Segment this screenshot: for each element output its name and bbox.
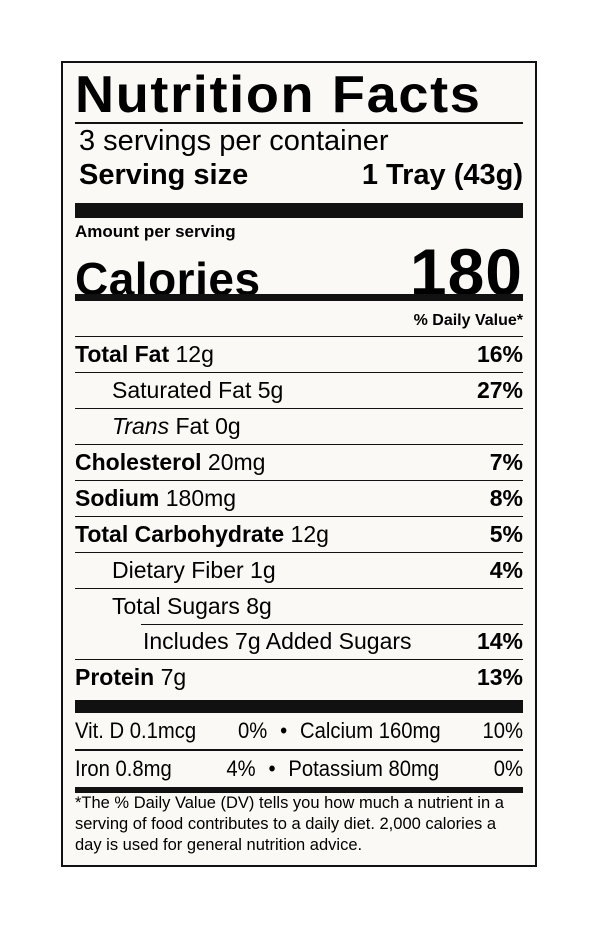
vitamin-name: Potassium 80mg <box>288 755 440 781</box>
vitamins-minerals: Vit. D 0.1mcg 0% • Calcium 160mg 10% Iro… <box>75 713 523 787</box>
nutrient-dv: 5% <box>489 521 523 547</box>
nutrient-name: Total Sugars <box>112 593 240 619</box>
divider-medium <box>75 294 523 301</box>
label-title: Nutrition Facts <box>75 66 482 124</box>
nutrient-row-total-fat: Total Fat 12g 16% <box>75 336 523 372</box>
divider-thin <box>75 122 523 124</box>
divider-thick <box>75 203 523 218</box>
nutrient-row-total-sugars: Total Sugars 8g <box>75 588 523 624</box>
nutrient-dv: 27% <box>476 377 523 403</box>
vitamin-name: Vit. D 0.1mcg <box>75 718 197 743</box>
divider-thin <box>75 749 523 751</box>
nutrient-amount: 20mg <box>207 449 266 475</box>
divider-thick <box>75 700 523 713</box>
nutrient-amount: 7g <box>160 664 187 690</box>
vitamin-dv: 0% <box>493 755 523 781</box>
nutrient-list: Total Fat 12g 16% Saturated Fat 5g 27% Tra… <box>75 336 523 695</box>
vitamin-name: Iron 0.8mg <box>75 755 172 781</box>
nutrient-row-trans-fat: Trans Fat 0g <box>75 408 523 444</box>
daily-value-header: % Daily Value* <box>413 312 523 329</box>
servings-per-container: 3 servings per container <box>79 125 389 157</box>
nutrient-amount: 0g <box>215 413 241 439</box>
amount-per-serving: Amount per serving <box>75 222 236 241</box>
serving-size-label: Serving size <box>79 159 249 191</box>
nutrient-dv: 8% <box>489 485 523 511</box>
nutrient-dv: 7% <box>489 449 523 475</box>
footnote: *The % Daily Value (DV) tells you how mu… <box>75 794 504 854</box>
serving-size: Serving size 1 Tray (43g) <box>79 159 523 192</box>
nutrient-row-sodium: Sodium 180mg 8% <box>75 480 523 516</box>
nutrient-amount: 8g <box>246 593 272 619</box>
nutrient-dv: 4% <box>489 557 523 583</box>
nutrient-name: Total Carbohydrate <box>75 521 285 547</box>
serving-size-value: 1 Tray (43g) <box>361 159 523 191</box>
nutrient-row-total-carbohydrate: Total Carbohydrate 12g 5% <box>75 516 523 552</box>
nutrient-dv: 16% <box>476 341 523 367</box>
bullet-separator: • <box>268 755 276 781</box>
nutrient-row-dietary-fiber: Dietary Fiber 1g 4% <box>75 552 523 588</box>
nutrient-dv: 13% <box>476 664 523 690</box>
vitamin-dv: 4% <box>226 755 256 781</box>
vitamin-dv: 0% <box>237 718 268 743</box>
nutrient-name: Includes 7g Added Sugars <box>143 628 412 654</box>
nutrient-row-saturated-fat: Saturated Fat 5g 27% <box>75 372 523 408</box>
nutrient-dv: 14% <box>476 628 523 654</box>
nutrient-name: Sodium <box>75 485 160 511</box>
nutrient-amount: 12g <box>290 521 329 547</box>
vitamin-row: Vit. D 0.1mcg 0% • Calcium 160mg 10% <box>75 713 523 749</box>
vitamin-dv: 10% <box>482 718 523 743</box>
nutrient-amount: 12g <box>175 341 214 367</box>
bullet-separator: • <box>280 718 288 743</box>
divider-medium <box>75 787 523 793</box>
nutrient-amount: 1g <box>250 557 276 583</box>
vitamin-name: Calcium 160mg <box>300 718 441 743</box>
nutrient-amount: 5g <box>257 377 284 403</box>
nutrient-row-cholesterol: Cholesterol 20mg 7% <box>75 444 523 480</box>
nutrient-name: Protein <box>75 664 155 690</box>
nutrient-amount: 180mg <box>165 485 237 511</box>
vitamin-row: Iron 0.8mg 4% • Potassium 80mg 0% <box>75 751 523 787</box>
nutrient-name: Saturated Fat <box>112 377 252 403</box>
nutrient-name: Dietary Fiber <box>112 557 244 583</box>
nutrient-row-protein: Protein 7g 13% <box>75 659 523 695</box>
nutrient-row-added-sugars: Includes 7g Added Sugars 14% <box>75 624 523 659</box>
nutrient-name: Fat <box>175 413 209 439</box>
nutrient-name: Cholesterol <box>75 449 202 475</box>
nutrition-facts-label: Nutrition Facts 3 servings per container… <box>61 61 537 867</box>
nutrient-name: Total Fat <box>75 341 170 367</box>
nutrient-name-italic: Trans <box>112 413 170 439</box>
